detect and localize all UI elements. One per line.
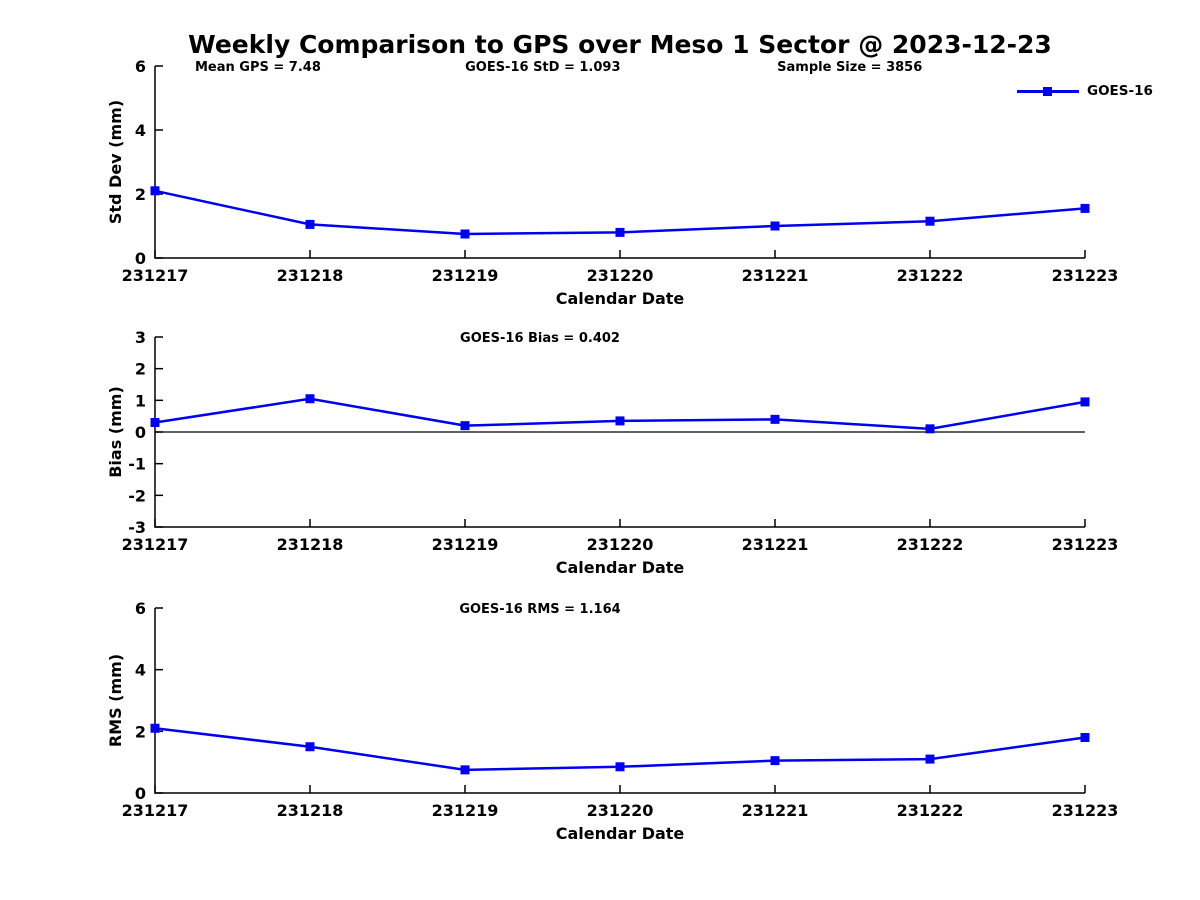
- chart-bias: -3 -2 -1 0 1 2 3 231217 231218 231219 231220 231221…: [106, 328, 1118, 577]
- y-tick-label: 4: [135, 661, 146, 680]
- data-marker: [615, 762, 625, 772]
- data-marker: [305, 219, 315, 229]
- x-tick-label: 231218: [277, 801, 344, 820]
- legend-line-sample: [1017, 86, 1079, 96]
- data-marker: [305, 394, 315, 404]
- annotation-text: GOES-16 Bias = 0.402: [460, 331, 620, 346]
- y-tick-label: 0: [135, 249, 146, 268]
- x-tick-label: 231221: [742, 535, 809, 554]
- y-tick-label: 6: [135, 599, 146, 618]
- data-marker: [925, 754, 935, 764]
- data-marker: [460, 229, 470, 239]
- y-tick-label: 1: [135, 391, 146, 410]
- x-tick-label: 231223: [1052, 266, 1119, 285]
- legend-label: GOES-16: [1087, 83, 1153, 99]
- data-marker: [150, 418, 160, 427]
- legend-square-marker-icon: [1043, 86, 1052, 96]
- legend: GOES-16: [1017, 83, 1153, 99]
- x-tick-label: 231217: [122, 535, 189, 554]
- x-tick-label: 231219: [432, 535, 499, 554]
- y-tick-label: -1: [128, 455, 146, 474]
- data-marker: [460, 421, 470, 431]
- x-tick-label: 231222: [897, 266, 964, 285]
- x-tick-label: 231222: [897, 801, 964, 820]
- chart-rms: 0 2 4 6 231217 231218 231219 231220 231221 231222…: [106, 599, 1118, 843]
- chart-std-dev: 0 2 4 6 231217 231218 231219 231220 231221 231222…: [106, 57, 1118, 308]
- data-marker: [615, 227, 625, 237]
- x-axis-label: Calendar Date: [556, 289, 685, 308]
- x-tick-label: 231222: [897, 535, 964, 554]
- data-marker: [1080, 203, 1090, 213]
- x-tick-label: 231221: [742, 266, 809, 285]
- y-tick-label: 6: [135, 57, 146, 76]
- y-tick-label: -2: [128, 486, 146, 505]
- x-tick-label: 231218: [277, 266, 344, 285]
- data-marker: [460, 765, 470, 775]
- data-marker: [150, 186, 160, 196]
- y-axis-label: Std Dev (mm): [106, 100, 125, 224]
- data-marker: [150, 723, 160, 733]
- y-tick-label: 2: [135, 360, 146, 379]
- y-axis-label: Bias (mm): [106, 386, 125, 478]
- x-tick-label: 231217: [122, 801, 189, 820]
- x-tick-label: 231223: [1052, 801, 1119, 820]
- x-tick-label: 231223: [1052, 535, 1119, 554]
- figure-title: Weekly Comparison to GPS over Meso 1 Sec…: [188, 30, 1052, 59]
- x-tick-label: 231218: [277, 535, 344, 554]
- y-tick-label: 3: [135, 328, 146, 347]
- x-tick-label: 231217: [122, 266, 189, 285]
- data-marker: [925, 216, 935, 226]
- x-tick-label: 231220: [587, 535, 654, 554]
- data-marker: [615, 416, 625, 426]
- y-tick-label: 2: [135, 185, 146, 204]
- x-axis-label: Calendar Date: [556, 824, 685, 843]
- data-line-GOES-16: [154, 189, 1086, 236]
- data-marker: [770, 221, 780, 231]
- annotation-text: GOES-16 StD = 1.093: [465, 60, 620, 75]
- x-tick-label: 231219: [432, 266, 499, 285]
- y-axis-label: RMS (mm): [106, 654, 125, 747]
- x-tick-label: 231220: [587, 266, 654, 285]
- annotation-text: Mean GPS = 7.48: [195, 60, 321, 75]
- data-marker: [1080, 733, 1090, 742]
- y-tick-label: 2: [135, 722, 146, 741]
- annotation-text: GOES-16 RMS = 1.164: [459, 602, 620, 617]
- x-tick-label: 231220: [587, 801, 654, 820]
- data-marker: [770, 756, 780, 766]
- x-axis-label: Calendar Date: [556, 558, 685, 577]
- data-marker: [305, 742, 315, 752]
- data-marker: [770, 414, 780, 424]
- annotation-text: Sample Size = 3856: [777, 60, 922, 75]
- y-tick-label: 4: [135, 121, 146, 140]
- data-marker: [925, 424, 935, 434]
- y-tick-label: 0: [135, 423, 146, 442]
- x-tick-label: 231219: [432, 801, 499, 820]
- x-tick-label: 231221: [742, 801, 809, 820]
- y-tick-label: -3: [128, 518, 146, 537]
- y-tick-label: 0: [135, 784, 146, 803]
- data-marker: [1080, 397, 1090, 407]
